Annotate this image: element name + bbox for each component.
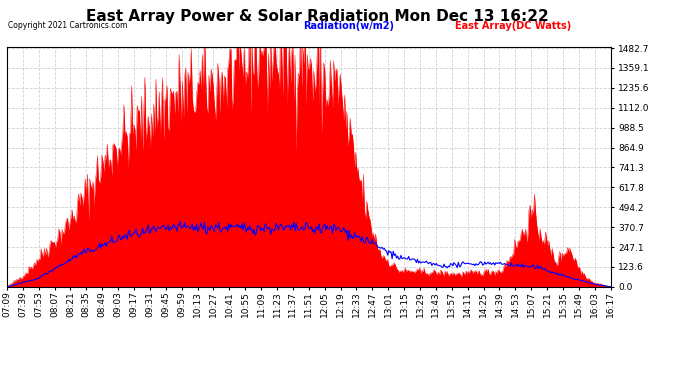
Text: East Array Power & Solar Radiation Mon Dec 13 16:22: East Array Power & Solar Radiation Mon D…: [86, 9, 549, 24]
Text: Radiation(w/m2): Radiation(w/m2): [304, 21, 395, 31]
Text: East Array(DC Watts): East Array(DC Watts): [455, 21, 571, 31]
Text: Copyright 2021 Cartronics.com: Copyright 2021 Cartronics.com: [8, 21, 128, 30]
